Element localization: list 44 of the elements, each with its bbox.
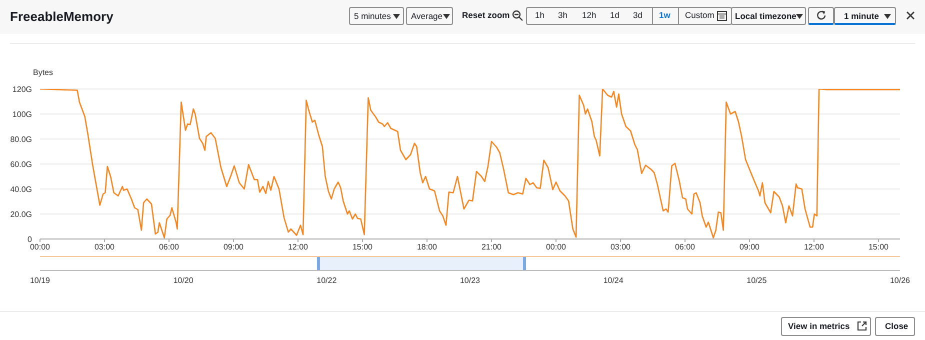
x-tick-label: 06:00 (158, 242, 180, 252)
text: 3d (633, 10, 642, 21)
y-tick-label: 100G (12, 110, 32, 119)
text: Close (885, 321, 908, 332)
text: 1h (535, 10, 544, 21)
y-tick-label: 0 (28, 234, 33, 244)
text: Custom (685, 10, 714, 21)
x-tick-label: 09:00 (739, 242, 760, 252)
text: Reset zoom (462, 10, 510, 21)
text: 10/23 (460, 276, 480, 285)
x-tick-label: 21:00 (481, 242, 502, 252)
x-tick-label: 12:00 (804, 242, 825, 252)
x-tick-label: 12:00 (288, 242, 309, 252)
y-tick-label: 20.0G (10, 210, 32, 219)
text: 3h (558, 10, 568, 21)
text: View in metrics (788, 321, 850, 332)
y-tick-label: 40.0G (10, 184, 32, 194)
text: Average (411, 11, 443, 22)
x-tick-label: 00:00 (30, 242, 51, 252)
text: 1d (610, 10, 620, 21)
x-tick-label: 15:00 (352, 242, 374, 252)
y-tick-label: 60.0G (10, 160, 32, 169)
y-axis-title: Bytes (33, 68, 54, 77)
text: 10/24 (603, 276, 624, 285)
text: 12h (582, 10, 596, 21)
x-tick-label: 00:00 (546, 242, 567, 252)
text: 10/20 (173, 276, 194, 285)
text: 1 minute (844, 11, 879, 22)
y-tick-label: 120G (12, 84, 32, 94)
x-tick-label: 06:00 (674, 242, 696, 252)
text: 1w (659, 10, 670, 21)
text: 10/25 (746, 276, 767, 285)
y-tick-label: 80.0G (10, 134, 32, 144)
x-tick-label: 09:00 (223, 242, 244, 252)
text: Local timezone (735, 11, 796, 22)
x-tick-label: 03:00 (610, 242, 632, 252)
x-tick-label: 18:00 (416, 242, 438, 252)
x-tick-label: 15:00 (868, 242, 890, 252)
chart-title: FreeableMemory (10, 9, 114, 24)
x-tick-label: 03:00 (94, 242, 116, 252)
text: 10/19 (30, 276, 50, 285)
text: 10/26 (890, 276, 910, 285)
text: 10/22 (316, 276, 337, 285)
text: 5 minutes (354, 11, 391, 22)
